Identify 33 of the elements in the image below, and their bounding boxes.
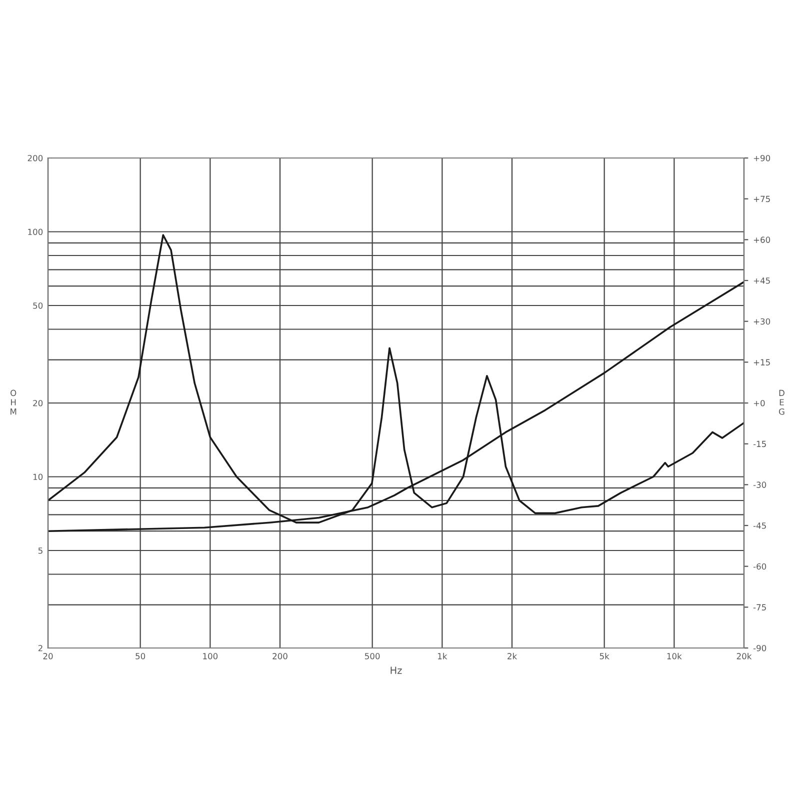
y2-tick-label: +75 <box>754 196 770 202</box>
x-axis-title: Hz <box>390 666 402 674</box>
x-tick-label: 2k <box>508 652 518 660</box>
y2-tick-label: -90 <box>753 644 766 652</box>
y2-tick-label: -30 <box>753 482 766 488</box>
y2-tick-label: -60 <box>753 563 766 570</box>
y2-tick-label: -45 <box>753 522 766 529</box>
x-tick-label: 100 <box>203 653 218 660</box>
x-tick-label: 1k <box>438 652 448 660</box>
x-tick-label: 500 <box>365 653 380 660</box>
y-tick-label: 50 <box>33 302 43 309</box>
y-tick-label: 100 <box>28 228 43 236</box>
y2-tick-label: +60 <box>754 236 770 243</box>
y-tick-label: 10 <box>33 474 43 480</box>
y-tick-label: 200 <box>28 154 43 162</box>
y-tick-label: 2 <box>38 644 42 652</box>
y2-tick-label: +0 <box>754 400 765 406</box>
y-tick-label: 5 <box>38 548 42 554</box>
y2-tick-label: +15 <box>754 359 770 366</box>
y-tick-label: 20 <box>33 400 43 406</box>
y2-tick-label: +90 <box>754 154 770 162</box>
x-tick-label: 200 <box>272 653 288 660</box>
y2-tick-label: -15 <box>753 440 766 448</box>
x-tick-label: 20k <box>736 652 752 660</box>
y2-tick-label: -75 <box>753 604 766 610</box>
y-axis-title: O H M <box>10 390 16 415</box>
y2-tick-label: +30 <box>754 318 770 325</box>
x-tick-label: 20 <box>43 653 53 660</box>
x-tick-label: 5k <box>600 652 610 660</box>
y2-tick-label: +45 <box>754 278 770 284</box>
y2-axis-title: D E G <box>778 390 784 415</box>
x-tick-label: 10k <box>667 652 682 660</box>
x-tick-label: 50 <box>136 653 146 660</box>
